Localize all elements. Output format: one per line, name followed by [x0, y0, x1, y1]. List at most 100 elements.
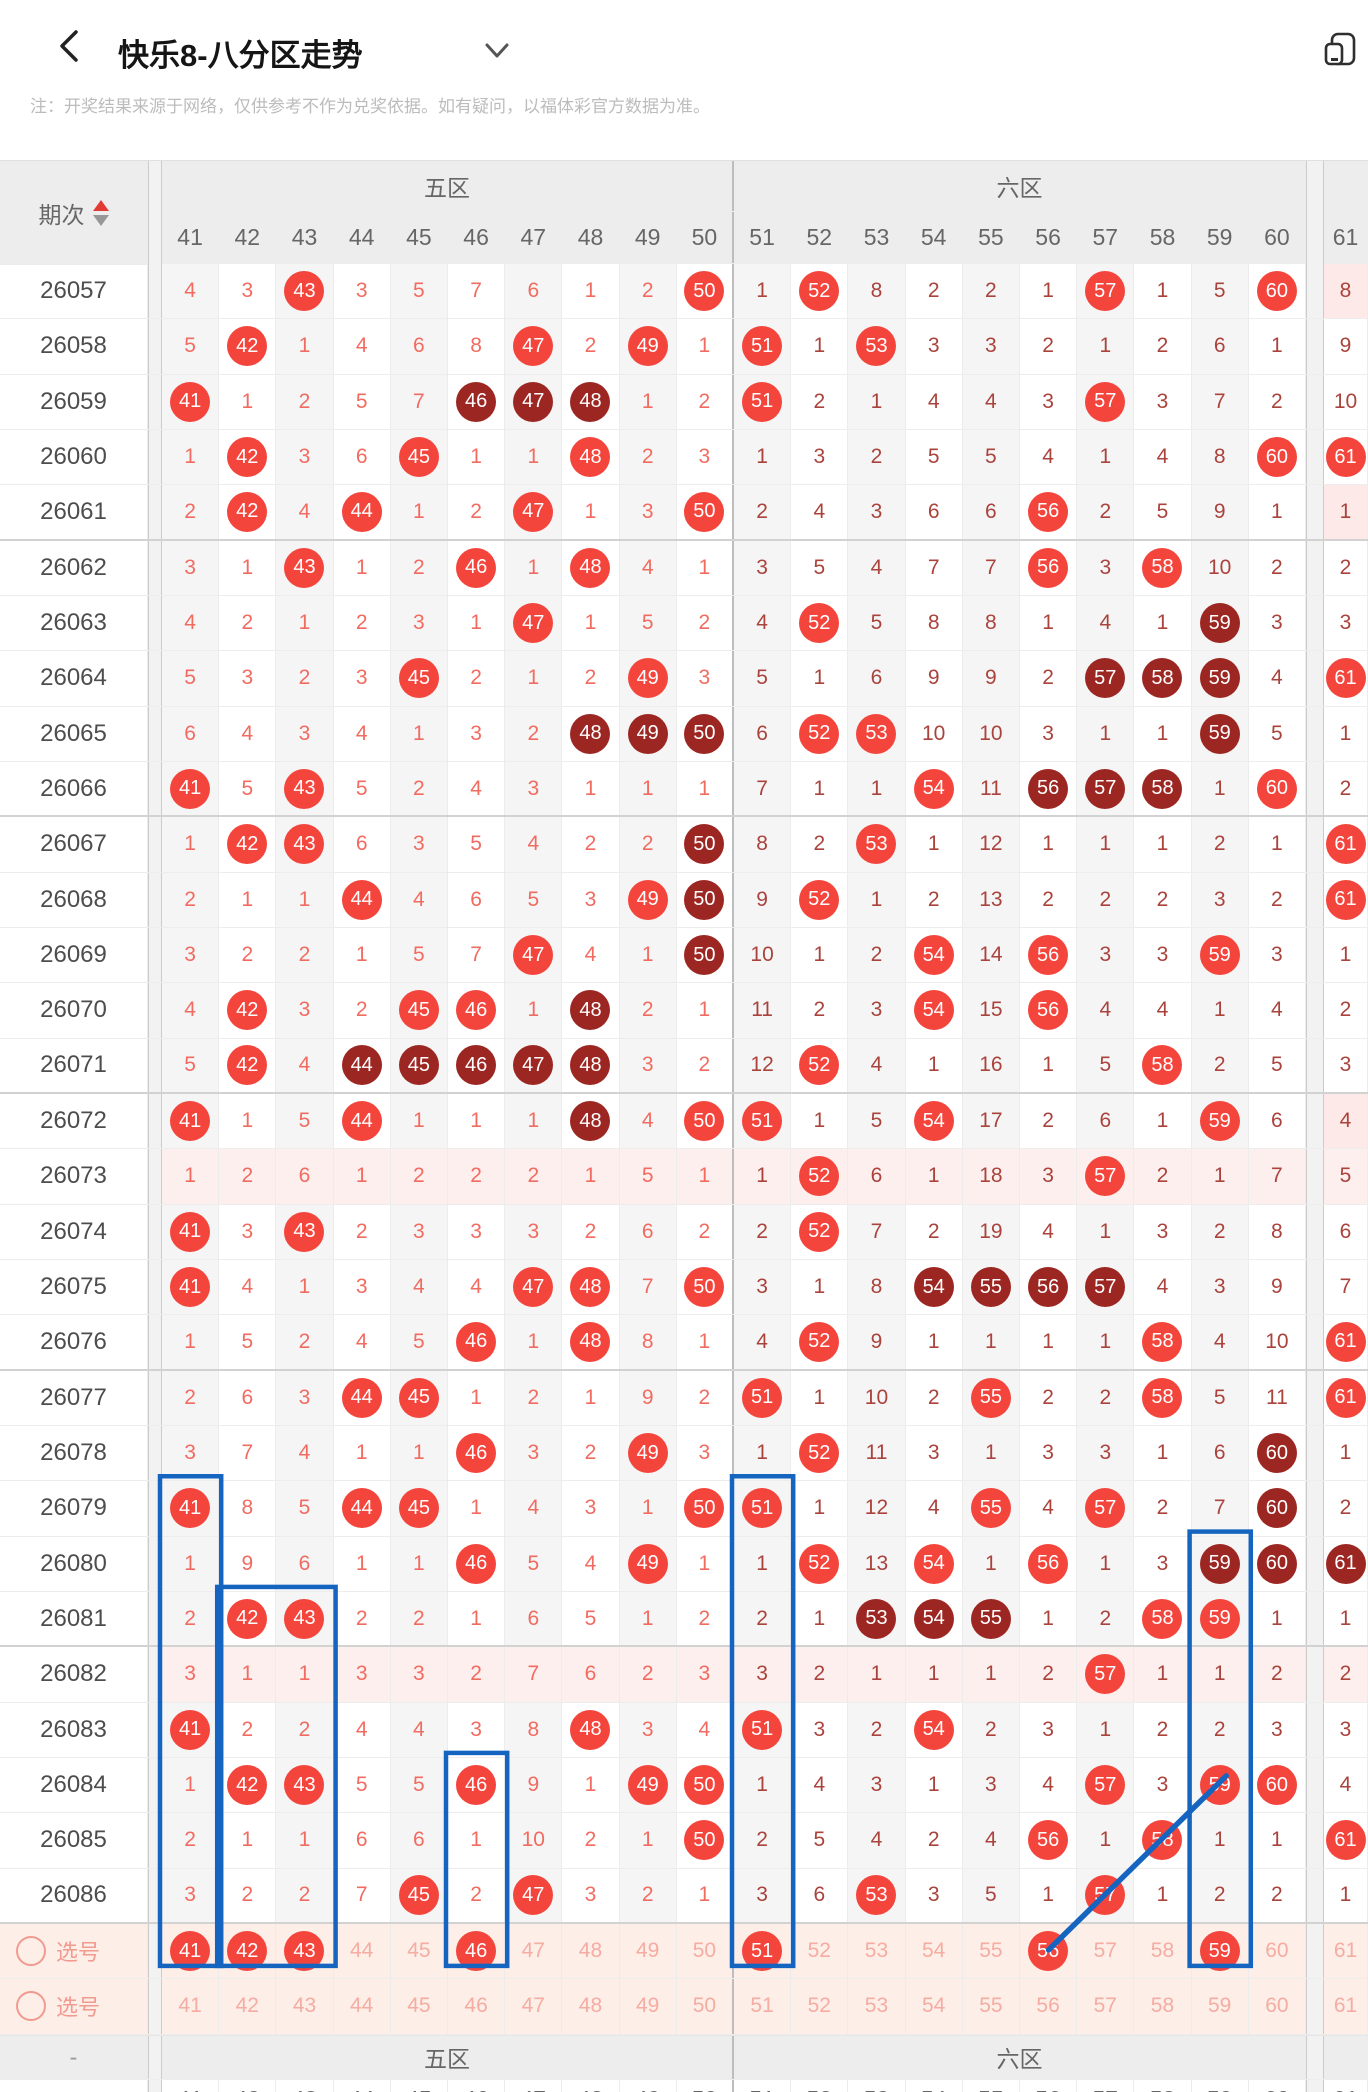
- selectable-number[interactable]: 56: [1020, 1979, 1078, 2034]
- selectable-number[interactable]: 54: [905, 1979, 963, 2034]
- picked-number[interactable]: 43: [284, 1931, 325, 1972]
- column-header[interactable]: 50: [676, 212, 734, 263]
- miss-cell: 9: [619, 1370, 677, 1425]
- picked-number[interactable]: 56: [1028, 1931, 1069, 1972]
- miss-cell: 10: [505, 1813, 563, 1868]
- picked-number[interactable]: 51: [742, 1931, 783, 1972]
- column-header[interactable]: 54: [905, 212, 963, 263]
- selectable-number[interactable]: 45: [390, 1923, 448, 1979]
- selectable-number[interactable]: 46: [448, 1979, 506, 2034]
- selection-circle-icon[interactable]: [16, 1991, 46, 2022]
- back-icon[interactable]: [52, 26, 88, 66]
- selectable-number[interactable]: 52: [791, 1979, 849, 2034]
- selectable-number[interactable]: 57: [1077, 1979, 1135, 2034]
- selectable-number[interactable]: 59: [1191, 1979, 1249, 2034]
- selectable-number[interactable]: 52: [791, 1923, 849, 1979]
- selectable-number[interactable]: 59: [1191, 1923, 1249, 1979]
- hit-cell: 43: [276, 1591, 334, 1646]
- right-divider: [1306, 1536, 1324, 1591]
- selectable-number[interactable]: 42: [219, 1923, 277, 1979]
- column-header[interactable]: 41: [162, 212, 220, 263]
- selectable-number[interactable]: 41: [162, 1979, 220, 2034]
- selectable-number[interactable]: 61: [1324, 1979, 1368, 2034]
- miss-cell: 2: [448, 1149, 506, 1204]
- column-header[interactable]: 58: [1134, 212, 1192, 263]
- selectable-number[interactable]: 43: [276, 1923, 334, 1979]
- picked-number[interactable]: 42: [227, 1931, 268, 1972]
- column-header[interactable]: 55: [962, 212, 1020, 263]
- selectable-number[interactable]: 53: [848, 1979, 906, 2034]
- selectable-number[interactable]: 48: [562, 1979, 620, 2034]
- selectable-number[interactable]: 46: [448, 1923, 506, 1979]
- column-header[interactable]: 59: [1191, 212, 1249, 263]
- hit-cell: 42: [219, 1757, 277, 1813]
- zone-header-row: 期次 五区 六区: [0, 160, 1368, 265]
- selectable-number[interactable]: 60: [1248, 1979, 1306, 2034]
- left-divider: [148, 1481, 162, 1536]
- selectable-number[interactable]: 44: [333, 1979, 391, 2034]
- selection-circle-icon[interactable]: [16, 1936, 46, 1967]
- drawn-number: 43: [284, 1598, 325, 1639]
- drawn-number: 54: [913, 1101, 954, 1142]
- miss-cell: 2: [505, 1149, 563, 1204]
- selectable-number[interactable]: 49: [619, 1979, 677, 2034]
- selectable-number[interactable]: 61: [1324, 1923, 1368, 1979]
- column-header[interactable]: 51: [734, 212, 792, 263]
- selectable-number[interactable]: 57: [1077, 1923, 1135, 1979]
- selectable-number[interactable]: 45: [390, 1979, 448, 2034]
- column-header[interactable]: 48: [562, 212, 620, 263]
- selectable-number[interactable]: 47: [505, 1979, 563, 2034]
- miss-cell: 7: [448, 264, 506, 319]
- chevron-down-icon[interactable]: [482, 40, 512, 62]
- column-header[interactable]: 47: [505, 212, 563, 263]
- selectable-number[interactable]: 55: [962, 1923, 1020, 1979]
- selectable-number[interactable]: 41: [162, 1923, 220, 1979]
- miss-cell: 3: [505, 1204, 563, 1259]
- selectable-number[interactable]: 50: [676, 1923, 734, 1979]
- hit-cell: 56: [1020, 485, 1078, 539]
- selectable-number[interactable]: 56: [1020, 1923, 1078, 1979]
- period-cell: 26073: [0, 1149, 148, 1204]
- column-header[interactable]: 49: [619, 212, 677, 263]
- drawn-number: 42: [227, 437, 268, 478]
- miss-cell: 2: [1191, 817, 1249, 872]
- miss-cell: 3: [162, 1868, 220, 1922]
- picked-number[interactable]: 46: [456, 1931, 497, 1972]
- selectable-number[interactable]: 47: [505, 1923, 563, 1979]
- picked-number[interactable]: 41: [170, 1931, 211, 1972]
- selectable-number[interactable]: 51: [734, 1923, 792, 1979]
- column-header[interactable]: 53: [848, 212, 906, 263]
- hit-cell: 54: [906, 1259, 963, 1315]
- selectable-number[interactable]: 42: [219, 1979, 277, 2034]
- multi-window-icon[interactable]: [1322, 32, 1362, 68]
- drawn-number: 54: [913, 1709, 954, 1750]
- hit-cell: 44: [334, 485, 391, 539]
- column-header[interactable]: 61: [1324, 212, 1368, 263]
- column-header[interactable]: 57: [1077, 212, 1135, 263]
- selectable-number[interactable]: 58: [1134, 1979, 1192, 2034]
- column-header[interactable]: 45: [390, 212, 448, 263]
- drawn-number: 44: [341, 1377, 382, 1418]
- column-header[interactable]: 52: [791, 212, 849, 263]
- selectable-number[interactable]: 49: [619, 1923, 677, 1979]
- selectable-number[interactable]: 50: [676, 1979, 734, 2034]
- right-divider: [1306, 161, 1324, 265]
- column-header[interactable]: 60: [1248, 212, 1306, 263]
- selectable-number[interactable]: 60: [1248, 1923, 1306, 1979]
- column-header[interactable]: 44: [333, 212, 391, 263]
- selectable-number[interactable]: 55: [962, 1979, 1020, 2034]
- column-header[interactable]: 42: [219, 212, 277, 263]
- selectable-number[interactable]: 51: [734, 1979, 792, 2034]
- selectable-number[interactable]: 44: [333, 1923, 391, 1979]
- column-header[interactable]: 43: [276, 212, 334, 263]
- selectable-number[interactable]: 58: [1134, 1923, 1192, 1979]
- period-sort-control[interactable]: [92, 200, 109, 226]
- selectable-number[interactable]: 43: [276, 1979, 334, 2034]
- picked-number[interactable]: 59: [1199, 1931, 1240, 1972]
- selectable-number[interactable]: 48: [562, 1923, 620, 1979]
- selectable-number[interactable]: 53: [848, 1923, 906, 1979]
- column-header[interactable]: 46: [448, 212, 506, 263]
- drawn-number: 48: [570, 437, 611, 478]
- column-header[interactable]: 56: [1020, 212, 1078, 263]
- selectable-number[interactable]: 54: [905, 1923, 963, 1979]
